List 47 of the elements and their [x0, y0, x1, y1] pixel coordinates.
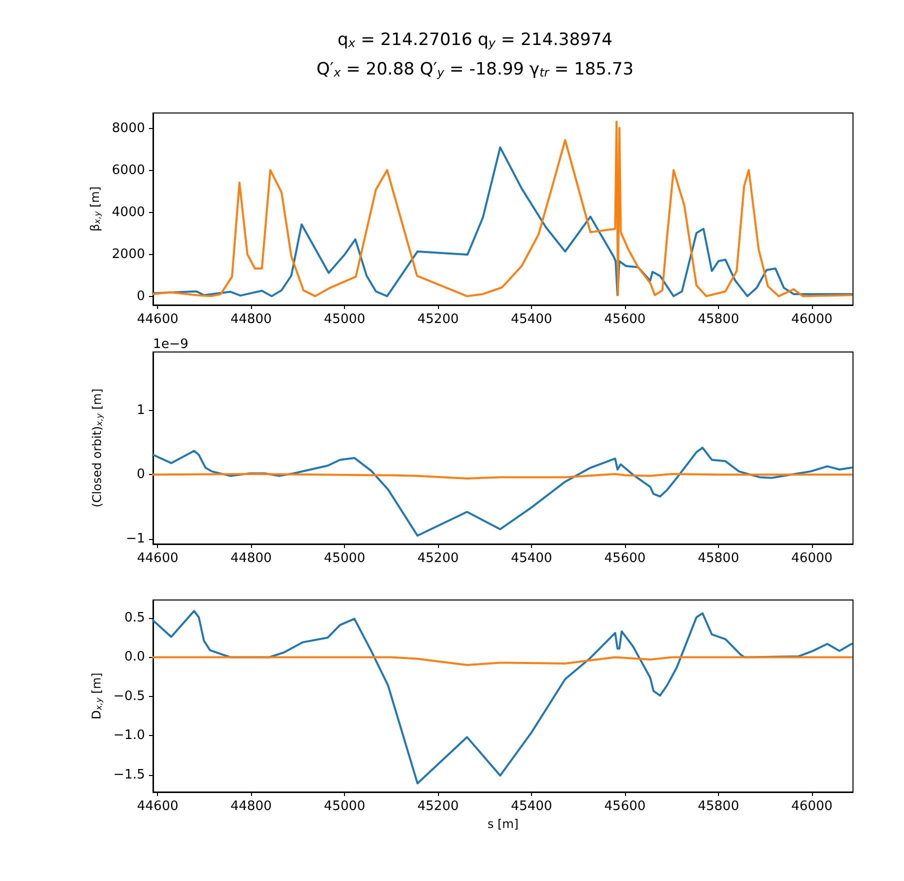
y-tick-label: −1.0	[113, 728, 145, 744]
chart-subtitle: Q′x = 20.88 Q′y = -18.99 γtr = 185.73	[316, 59, 634, 80]
x-tick-label: 44600	[136, 551, 178, 566]
x-tick-label: 45000	[324, 551, 366, 566]
line-series	[152, 656, 853, 666]
x-tick-label: 45600	[604, 551, 646, 566]
x-tick-label: 44800	[230, 551, 272, 566]
x-tick-label: 46000	[791, 312, 833, 327]
x-tick-label: 45200	[417, 312, 459, 327]
x-tick-label: 45400	[510, 551, 552, 566]
x-tick-label: 45200	[417, 551, 459, 566]
chart-title: qx = 214.27016 qy = 214.38974	[337, 30, 613, 50]
x-tick-label: 46000	[791, 799, 833, 814]
y-tick-label: 0.0	[124, 650, 145, 665]
x-tick-label: 45800	[698, 312, 740, 327]
y-tick-label: 0	[136, 289, 145, 304]
x-axis-title: s [m]	[487, 817, 519, 831]
annotation: 1e−9	[153, 337, 188, 352]
x-tick-label: 45000	[324, 799, 366, 814]
y-tick-label: 8000	[112, 121, 145, 136]
y-axis-title: βx,y [m]	[88, 186, 102, 232]
x-tick-label: 45200	[417, 799, 459, 814]
y-tick-label: −1.5	[113, 767, 145, 782]
x-tick-label: 45600	[604, 799, 646, 814]
y-tick-label: 0.5	[124, 610, 145, 626]
x-tick-label: 45400	[510, 312, 552, 327]
line-series	[152, 446, 853, 537]
x-tick-label: 44800	[230, 312, 272, 327]
y-tick-label: −0.5	[113, 688, 145, 704]
x-tick-label: 44600	[136, 799, 178, 814]
y-tick-label: 2000	[112, 247, 145, 262]
y-tick-label: 0	[136, 467, 145, 482]
x-tick-label: 45800	[698, 551, 740, 566]
line-series	[152, 610, 853, 784]
y-axis-title: (Closed orbit)x,y [m]	[90, 388, 104, 508]
x-tick-label: 45000	[324, 312, 366, 327]
x-tick-label: 44800	[230, 799, 272, 814]
y-tick-label: 1	[136, 402, 145, 418]
x-tick-label: 45800	[698, 799, 740, 814]
y-axis-title: Dx,y [m]	[89, 672, 104, 720]
x-tick-label: 46000	[791, 551, 833, 566]
x-tick-label: 44600	[136, 312, 178, 327]
y-tick-label: 4000	[112, 205, 145, 220]
x-tick-label: 45600	[604, 312, 646, 327]
x-tick-label: 45400	[510, 799, 552, 814]
y-tick-label: 6000	[112, 163, 145, 178]
y-tick-label: −1	[126, 531, 145, 546]
